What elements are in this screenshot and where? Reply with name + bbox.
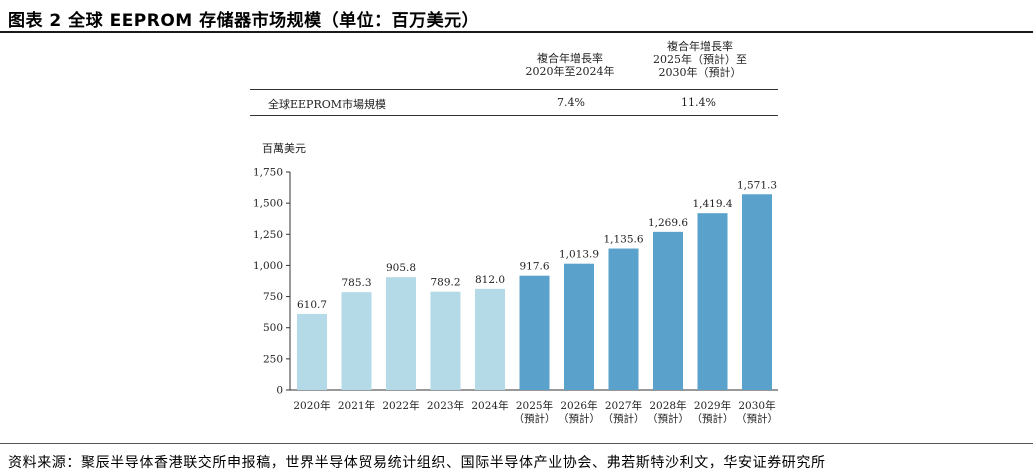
bar [341,292,372,390]
x-category-label: 2026年 [560,399,597,412]
x-category-label: （預計） [736,412,778,425]
x-category-label: （預計） [514,412,556,425]
table-bottom-rule [250,115,778,116]
bar-value-label: 917.6 [519,261,549,273]
x-category-label: 2021年 [338,399,375,412]
bar [297,313,327,390]
bar-chart: 0 250 500 750 1,000 1,250 1,500 1,750 610.7 2020年… [253,167,778,425]
x-category-label: 2027年 [605,399,642,412]
x-category-label: 2025年 [516,399,553,412]
header-line: 2025年（預計）至 [653,53,747,66]
table-top-rule [250,89,778,90]
bar-value-label: 1,571.3 [737,179,777,191]
y-tick-label: 1,750 [253,167,283,179]
x-category-label: 2024年 [471,399,508,412]
bar-value-label: 812.0 [475,274,505,286]
x-category-label: 2020年 [293,399,330,412]
y-tick-label: 1,500 [253,198,283,210]
bar [653,231,683,390]
bar [564,263,594,390]
bar-value-label: 1,419.4 [692,198,732,210]
footer-rule [0,443,1033,444]
bar-value-label: 789.2 [430,277,460,289]
x-category-label: （預計） [647,412,689,425]
table-value-cagr-2025-2030: 11.4% [681,96,716,109]
header-line: 2030年（預計） [658,66,742,79]
y-axis-unit-label: 百萬美元 [262,142,306,155]
bar-value-label: 905.8 [386,262,416,274]
table-header-cagr-2025-2030: 複合年增長率 2025年（預計）至 2030年（預計） [640,40,760,79]
y-tick-label: 750 [263,291,283,303]
bar [608,248,639,390]
bar-value-label: 610.7 [297,299,327,311]
bar [519,275,550,390]
title-rule [0,31,1033,33]
y-tick-label: 500 [263,322,283,334]
x-category-label: （預計） [603,412,645,425]
bar-value-label: 785.3 [341,277,371,289]
bar-value-label: 1,135.6 [603,234,643,246]
bar-value-label: 1,013.9 [559,249,599,261]
header-line: 複合年增長率 [667,40,733,53]
figure-title: 图表 2 全球 EEPROM 存储器市场规模（单位：百万美元） [8,11,480,31]
y-tick-label: 1,250 [253,229,283,241]
y-tick-label: 1,000 [253,260,283,272]
bar [742,194,772,390]
bar [475,288,505,390]
bar-value-label: 1,269.6 [648,217,688,229]
table-value-cagr-2020-2024: 7.4% [557,96,585,109]
header-line: 2020年至2024年 [525,65,615,78]
y-tick-label: 0 [276,385,283,397]
bar [386,277,416,390]
x-category-label: 2030年 [738,399,775,412]
header-line: 複合年增長率 [537,52,603,65]
source-note: 资料来源：聚辰半导体香港联交所申报稿，世界半导体贸易统计组织、国际半导体产业协会… [8,455,826,471]
x-category-label: 2029年 [694,399,731,412]
x-category-label: （預計） [692,412,734,425]
x-category-label: 2028年 [649,399,686,412]
y-tick-label: 250 [263,353,283,365]
bar [697,213,728,390]
x-category-label: 2022年 [382,399,419,412]
table-row-label: 全球EEPROM市場規模 [268,98,387,111]
table-header-cagr-2020-2024: 複合年增長率 2020年至2024年 [520,52,620,78]
x-category-label: 2023年 [427,399,464,412]
x-category-label: （預計） [558,412,600,425]
bar [430,291,461,390]
